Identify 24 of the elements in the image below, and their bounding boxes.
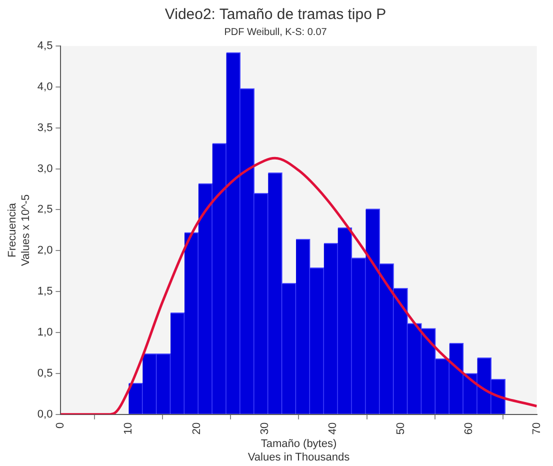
y-axis-title: Frecuencia [6, 202, 19, 258]
x-tick-label: 40 [326, 422, 339, 435]
chart-subtitle: PDF Weibull, K-S: 0.07 [224, 26, 328, 38]
y-tick-label: 1,5 [37, 286, 53, 298]
x-axis-title: Tamaño (bytes) [260, 438, 337, 450]
x-tick-label: 10 [122, 422, 135, 435]
y-tick-label: 2,0 [37, 244, 53, 257]
y-tick-label: 1,0 [37, 326, 53, 339]
text: Values x 10^-5 [20, 194, 32, 266]
y-tick-label: 2,5 [37, 204, 53, 216]
y-tick-label: 4,0 [37, 80, 53, 93]
y-tick-label: 4,5 [37, 40, 53, 52]
y-tick-label: 0,0 [37, 408, 53, 420]
y-tick-label: 3,5 [37, 122, 53, 134]
x-tick-label: 30 [258, 422, 271, 435]
y-tick-label: 0,5 [37, 367, 53, 380]
x-tick-label: 20 [190, 422, 203, 435]
y-tick-label: 3,0 [37, 162, 53, 175]
x-tick-label: 70 [530, 422, 543, 435]
text: Values in Thousands [248, 451, 350, 464]
x-tick-label: 0 [54, 422, 67, 428]
chart-title: Video2: Tamaño de tramas tipo P [164, 6, 386, 24]
x-tick-label: 50 [394, 422, 407, 435]
x-tick-label: 60 [462, 422, 475, 435]
